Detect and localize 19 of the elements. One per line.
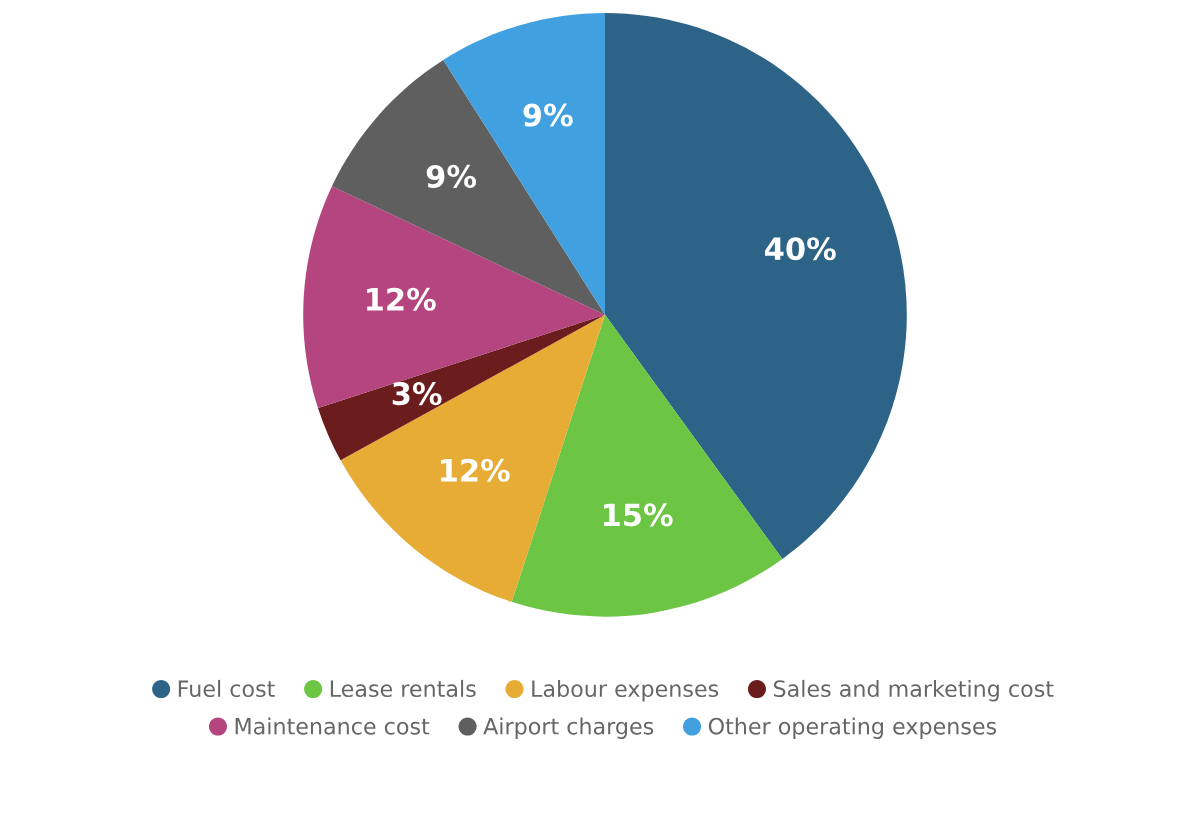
- data-label: 12%: [367, 287, 436, 311]
- pie-slice: [303, 186, 606, 409]
- data-label: 9%: [426, 164, 477, 188]
- pie-slice: [340, 314, 606, 602]
- legend-label: Lease rentals: [330, 679, 476, 698]
- pie-slice: [331, 60, 606, 315]
- legend-label: Sales and marketing cost: [773, 679, 1054, 702]
- data-label: 9%: [523, 103, 573, 127]
- pie-slice: [605, 13, 907, 559]
- legend-label: Fuel cost: [178, 679, 275, 698]
- legend-label: Labour expenses: [532, 679, 719, 702]
- data-label: 15%: [603, 503, 673, 527]
- data-label: 12%: [441, 458, 510, 482]
- data-label: 40%: [765, 237, 836, 261]
- legend-label: Maintenance cost: [235, 717, 430, 735]
- pie-slice: [511, 314, 783, 617]
- legend-label: Other operating expenses: [708, 717, 997, 739]
- legend-label: Airport charges: [483, 717, 654, 739]
- data-label: 3%: [392, 382, 442, 406]
